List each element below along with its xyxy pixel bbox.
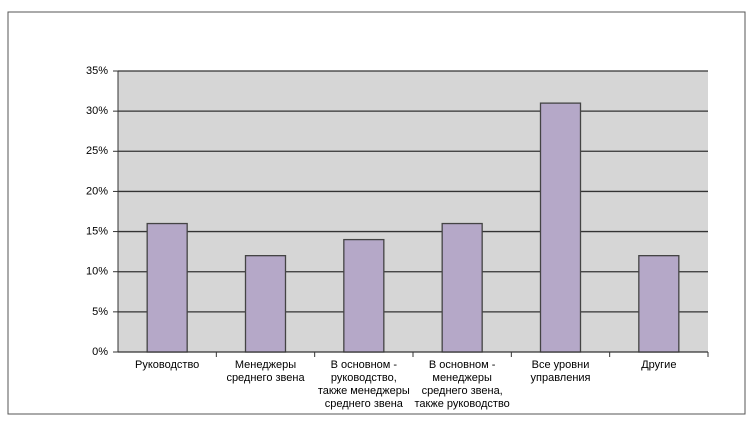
bar xyxy=(539,102,582,353)
bar xyxy=(146,222,188,353)
bar xyxy=(244,255,287,353)
y-tick-label: 25% xyxy=(86,145,108,157)
x-tick-label: В основном - менеджеры среднего звена, т… xyxy=(414,359,510,410)
y-tick-label: 15% xyxy=(86,225,108,237)
bar xyxy=(441,222,483,353)
x-tick-label: Все уровни управления xyxy=(530,359,591,384)
y-tick-label: 30% xyxy=(86,105,108,117)
y-tick-label: 0% xyxy=(92,346,108,358)
y-tick-label: 35% xyxy=(86,65,108,77)
x-tick-label: Другие xyxy=(641,359,677,371)
x-tick-label: В основном - руководство, также менеджер… xyxy=(317,359,410,410)
y-tick-label: 20% xyxy=(86,185,108,197)
plot-area xyxy=(118,71,708,352)
y-tick-label: 5% xyxy=(92,306,108,318)
bar xyxy=(638,255,680,353)
y-tick-label: 10% xyxy=(86,266,108,278)
bar xyxy=(343,238,385,353)
x-tick-label: Руководство xyxy=(135,359,200,371)
x-tick-label: Менеджеры среднего звена xyxy=(226,359,305,384)
